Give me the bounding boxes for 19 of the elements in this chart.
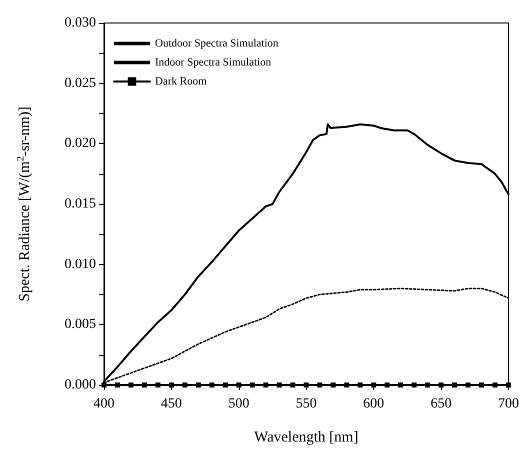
y-axis-title: Spect. Radiance [W/(m2-sr-nm)] bbox=[16, 106, 33, 302]
x-tick-label: 500 bbox=[228, 396, 250, 412]
y-tick-label: 0.005 bbox=[64, 317, 96, 332]
legend-label: Outdoor Spectra Simulation bbox=[155, 38, 279, 50]
x-tick-label: 600 bbox=[363, 396, 384, 412]
y-tick-label: 0.015 bbox=[64, 196, 96, 212]
x-tick-label: 450 bbox=[160, 396, 182, 412]
x-tick-label: 400 bbox=[94, 396, 114, 412]
y-tick-label: 0.025 bbox=[64, 76, 96, 91]
x-tick-label: 650 bbox=[430, 396, 452, 412]
legend-label: Indoor Spectra Simulation bbox=[155, 56, 272, 68]
x-tick-label: 700 bbox=[498, 396, 519, 412]
y-tick-label: 0.030 bbox=[64, 16, 96, 30]
x-tick-label: 550 bbox=[296, 396, 317, 412]
legend-label: Dark Room bbox=[155, 76, 208, 88]
x-axis-title: Wavelength [nm] bbox=[254, 430, 358, 446]
y-tick-label: 0.010 bbox=[64, 256, 96, 272]
y-tick-label: 0.020 bbox=[64, 136, 96, 152]
y-tick-label: 0.000 bbox=[64, 378, 96, 392]
